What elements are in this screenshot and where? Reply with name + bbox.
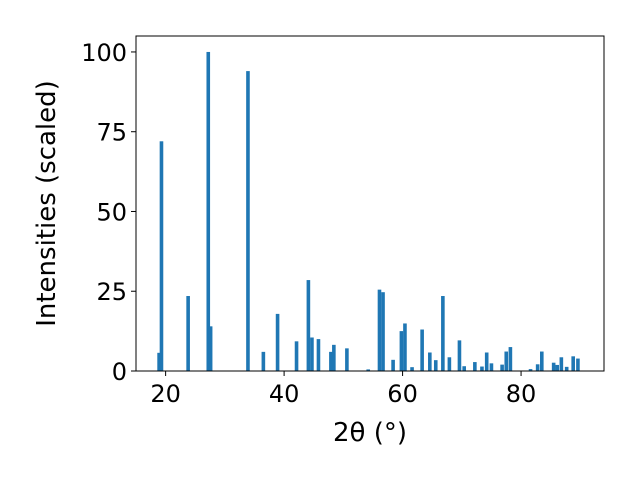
bar: [473, 362, 477, 371]
bar: [366, 369, 371, 371]
bar: [157, 352, 161, 371]
x-tick-label: 80: [506, 380, 537, 408]
x-tick-label: 20: [150, 380, 181, 408]
bar: [428, 352, 432, 371]
bar: [420, 329, 424, 371]
y-tick-label: 75: [96, 119, 127, 147]
bar: [332, 344, 336, 371]
bar: [564, 366, 569, 371]
bar: [576, 358, 580, 371]
bar: [294, 341, 299, 371]
bar: [206, 51, 211, 371]
y-axis-label: Intensities (scaled): [32, 80, 62, 327]
bar: [310, 337, 314, 371]
bar-series: [157, 51, 580, 371]
bar: [410, 367, 414, 371]
bar: [246, 71, 250, 371]
y-tick-label: 25: [96, 278, 127, 306]
bar: [447, 357, 452, 371]
bar: [489, 363, 494, 371]
bar: [484, 352, 489, 371]
bar: [462, 366, 466, 371]
x-tick-label: 60: [387, 380, 418, 408]
bar: [540, 351, 544, 371]
x-axis-label: 2θ (°): [333, 418, 407, 448]
bar: [500, 364, 504, 371]
bar: [457, 340, 462, 371]
bar: [551, 362, 556, 371]
bar: [559, 357, 564, 371]
bar: [261, 351, 266, 371]
bar: [159, 141, 164, 371]
bar: [306, 280, 311, 371]
bar: [377, 289, 382, 371]
bar: [528, 369, 533, 371]
bar: [275, 313, 280, 371]
x-tick-label: 40: [269, 380, 300, 408]
bar: [433, 360, 438, 371]
bar: [329, 351, 333, 371]
bar: [571, 356, 575, 371]
bar: [345, 348, 349, 371]
y-tick-label: 100: [81, 39, 127, 67]
plot-frame: [135, 35, 605, 372]
bar: [535, 364, 540, 371]
bar: [186, 296, 190, 371]
x-axis: 20 40 60 80: [150, 371, 536, 408]
y-axis: 0 25 50 75 100: [81, 39, 136, 386]
bar: [208, 326, 213, 371]
y-tick-label: 50: [96, 198, 127, 226]
bar: [403, 323, 407, 371]
bar: [504, 351, 509, 371]
bar: [480, 366, 484, 371]
bar: [391, 359, 395, 371]
bar: [555, 364, 559, 371]
y-tick-label: 0: [112, 358, 127, 386]
bar: [441, 296, 445, 371]
bar: [399, 331, 404, 371]
bar: [381, 292, 385, 371]
bar: [508, 347, 513, 371]
bar: [316, 339, 321, 371]
